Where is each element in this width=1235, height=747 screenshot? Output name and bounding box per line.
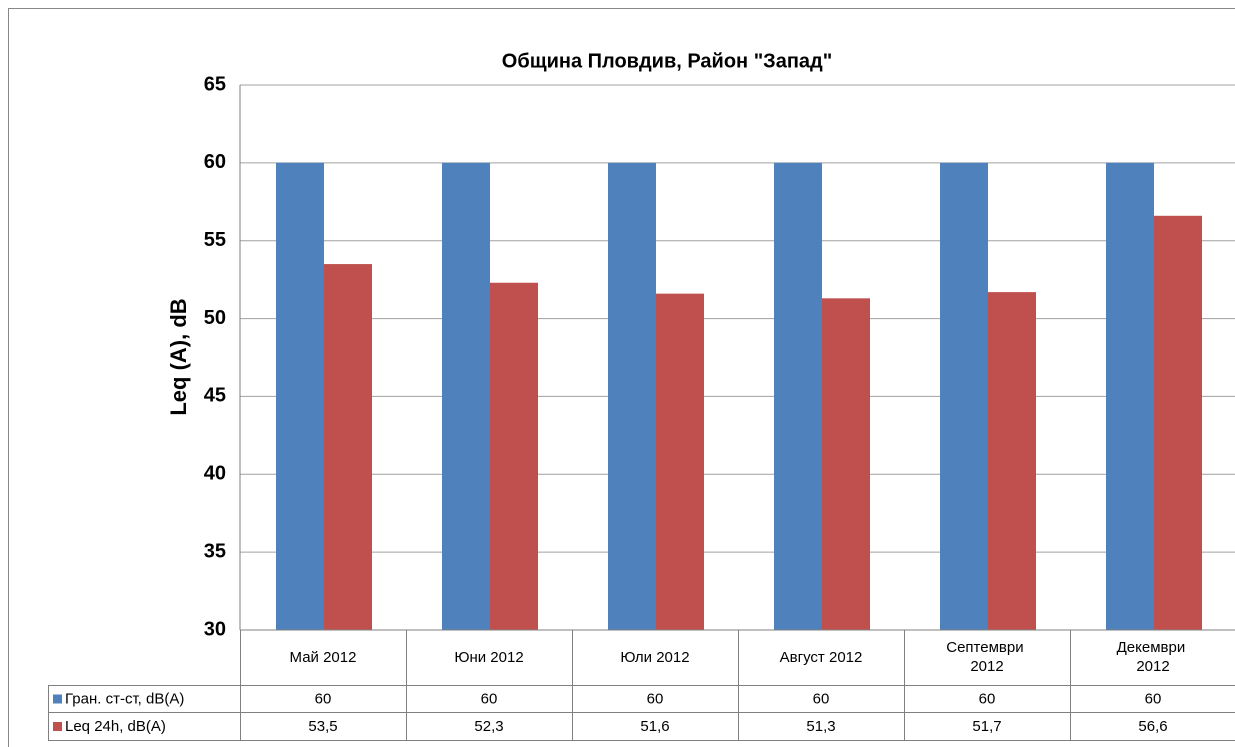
table-value: 60 [1145, 690, 1162, 707]
y-tick-label: 55 [204, 229, 226, 251]
table-value: 60 [813, 690, 830, 707]
table-value: 60 [647, 690, 664, 707]
chart-border [8, 8, 1235, 747]
chart-title: Община Пловдив, Район "Запад" [502, 50, 832, 72]
y-tick-label: 30 [204, 618, 226, 640]
table-value: 60 [979, 690, 996, 707]
y-axis-label: Leq (A), dB [166, 298, 191, 415]
legend-key [53, 694, 62, 704]
table-value: 56,6 [1138, 718, 1167, 735]
y-tick-label: 35 [204, 540, 226, 562]
x-tick-label: Декември 2012 [1117, 639, 1190, 675]
y-tick-label: 45 [204, 385, 226, 407]
bar [490, 282, 538, 630]
bar [656, 293, 704, 630]
x-tick-label: Август 2012 [780, 649, 863, 666]
y-tick-label: 65 [204, 73, 226, 95]
legend-label: Гран. ст-ст, dB(A) [65, 690, 184, 707]
bar [442, 162, 490, 630]
legend-key [53, 722, 62, 731]
table-value: 60 [481, 690, 498, 707]
x-tick-label: Юни 2012 [454, 649, 523, 666]
table-value: 51,7 [972, 718, 1001, 735]
table-value: 52,3 [474, 718, 503, 735]
legend-label: Leq 24h, dB(A) [65, 718, 166, 735]
bar [324, 264, 372, 630]
bar [822, 298, 870, 630]
bar [988, 292, 1036, 630]
table-value: 53,5 [308, 718, 337, 735]
table-value: 51,6 [640, 718, 669, 735]
bar [940, 162, 988, 630]
x-tick-label: Май 2012 [290, 649, 357, 666]
table-value: 51,3 [806, 718, 835, 735]
bar [774, 162, 822, 630]
bar [276, 162, 324, 630]
x-tick-label: Юли 2012 [620, 649, 689, 666]
y-tick-label: 40 [204, 463, 226, 485]
y-tick-label: 50 [204, 307, 226, 329]
bar [1154, 215, 1202, 631]
x-tick-label: Септември 2012 [946, 639, 1028, 675]
table-value: 60 [315, 690, 332, 707]
y-tick-label: 60 [204, 151, 226, 173]
bar [608, 162, 656, 630]
bar [1106, 162, 1154, 630]
